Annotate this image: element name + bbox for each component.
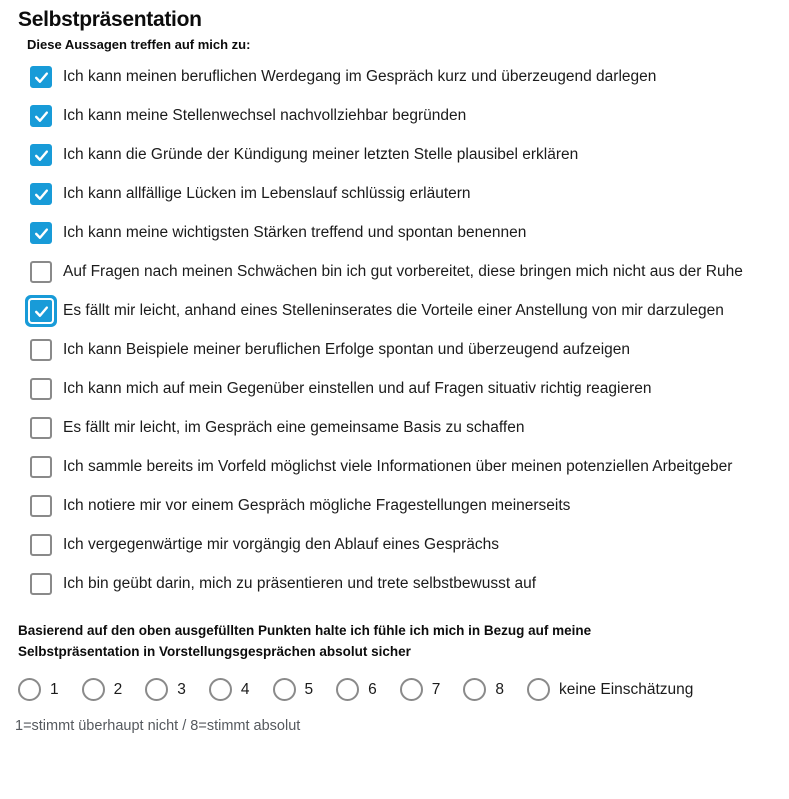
- checkbox-row: Ich bin geübt darin, mich zu präsentiere…: [30, 572, 769, 596]
- checkbox-row: Auf Fragen nach meinen Schwächen bin ich…: [30, 260, 769, 284]
- radio-label[interactable]: 4: [240, 680, 250, 698]
- checkbox-label[interactable]: Ich vergegenwärtige mir vorgängig den Ab…: [63, 536, 499, 553]
- radio-option: 8: [463, 678, 504, 701]
- radio-button[interactable]: [272, 678, 296, 701]
- check-icon: [34, 305, 48, 317]
- checkbox[interactable]: [30, 417, 52, 439]
- radio-label[interactable]: 5: [304, 680, 314, 698]
- radio-option: 3: [145, 678, 186, 701]
- checkbox-list: Ich kann meinen beruflichen Werdegang im…: [30, 65, 769, 596]
- checkbox[interactable]: [30, 183, 52, 205]
- radio-option: keine Einschätzung: [527, 678, 693, 701]
- checkbox-row: Es fällt mir leicht, anhand eines Stelle…: [30, 299, 769, 323]
- radio-button[interactable]: [18, 678, 41, 701]
- check-icon: [34, 227, 48, 239]
- checkbox-row: Ich vergegenwärtige mir vorgängig den Ab…: [30, 533, 769, 557]
- checkbox-row: Ich kann die Gründe der Kündigung meiner…: [30, 143, 769, 167]
- checkbox-label[interactable]: Ich kann Beispiele meiner beruflichen Er…: [63, 341, 630, 358]
- checkbox[interactable]: [30, 573, 52, 595]
- radio-label[interactable]: keine Einschätzung: [559, 680, 694, 698]
- radio-option: 4: [208, 678, 250, 701]
- checkbox-row: Ich kann meinen beruflichen Werdegang im…: [30, 65, 769, 89]
- radio-label[interactable]: 3: [177, 680, 186, 698]
- rating-question: Basierend auf den oben ausgefüllten Punk…: [18, 623, 592, 659]
- radio-option: 7: [399, 678, 441, 701]
- radio-label[interactable]: 8: [495, 680, 504, 698]
- checkbox-label[interactable]: Ich kann die Gründe der Kündigung meiner…: [63, 146, 579, 163]
- check-icon: [34, 149, 48, 161]
- checkbox-label[interactable]: Auf Fragen nach meinen Schwächen bin ich…: [63, 263, 743, 280]
- checkbox-row: Ich kann meine Stellenwechsel nachvollzi…: [30, 104, 769, 128]
- radio-option: 2: [81, 678, 123, 701]
- radio-option: 1: [18, 678, 59, 701]
- radio-label[interactable]: 7: [431, 680, 441, 698]
- radio-button[interactable]: [336, 678, 360, 701]
- checkbox[interactable]: [30, 300, 52, 322]
- checkbox-label[interactable]: Es fällt mir leicht, im Gespräch eine ge…: [63, 419, 525, 436]
- checkbox-row: Ich kann meine wichtigsten Stärken treff…: [30, 221, 769, 245]
- check-icon: [34, 71, 48, 83]
- checkbox[interactable]: [30, 261, 52, 283]
- checkbox[interactable]: [30, 534, 52, 556]
- radio-button[interactable]: [145, 678, 169, 701]
- checkbox[interactable]: [30, 66, 52, 88]
- rating-scale: 1 2 3 4 5 6 7 8 keine Einschätzung: [18, 678, 769, 701]
- checkbox[interactable]: [30, 456, 52, 478]
- checkbox[interactable]: [30, 495, 52, 517]
- radio-button[interactable]: [463, 678, 487, 701]
- radio-option: 6: [336, 678, 377, 701]
- checkbox-row: Ich notiere mir vor einem Gespräch mögli…: [30, 494, 769, 518]
- instruction-label: Diese Aussagen treffen auf mich zu:: [27, 37, 251, 52]
- checkbox-row: Ich sammle bereits im Vorfeld möglichst …: [30, 455, 769, 479]
- checkbox-label[interactable]: Ich kann meine Stellenwechsel nachvollzi…: [63, 107, 467, 124]
- checkbox[interactable]: [30, 378, 52, 400]
- checkbox-label[interactable]: Ich kann allfällige Lücken im Lebenslauf…: [63, 185, 471, 202]
- checkbox-row: Ich kann Beispiele meiner beruflichen Er…: [30, 338, 769, 362]
- radio-label[interactable]: 6: [368, 680, 377, 698]
- radio-button[interactable]: [208, 678, 232, 701]
- checkbox[interactable]: [30, 105, 52, 127]
- checkbox-label[interactable]: Ich kann mich auf mein Gegenüber einstel…: [63, 380, 652, 397]
- checkbox-label[interactable]: Ich kann meinen beruflichen Werdegang im…: [63, 68, 657, 85]
- radio-button[interactable]: [81, 678, 105, 701]
- checkbox-label[interactable]: Ich bin geübt darin, mich zu präsentiere…: [63, 575, 537, 592]
- checkbox-row: Es fällt mir leicht, im Gespräch eine ge…: [30, 416, 769, 440]
- radio-option: 5: [272, 678, 314, 701]
- checkbox-label[interactable]: Es fällt mir leicht, anhand eines Stelle…: [63, 302, 724, 319]
- radio-label[interactable]: 2: [113, 680, 123, 698]
- survey-form: Selbstpräsentation Diese Aussagen treffe…: [15, 8, 769, 734]
- radio-button[interactable]: [527, 678, 550, 701]
- check-icon: [34, 110, 48, 122]
- scale-legend: 1=stimmt überhaupt nicht / 8=stimmt abso…: [15, 718, 301, 734]
- checkbox[interactable]: [30, 339, 52, 361]
- checkbox-row: Ich kann allfällige Lücken im Lebenslauf…: [30, 182, 769, 206]
- checkbox-label[interactable]: Ich notiere mir vor einem Gespräch mögli…: [63, 497, 571, 514]
- checkbox-label[interactable]: Ich kann meine wichtigsten Stärken treff…: [63, 224, 527, 241]
- checkbox-label[interactable]: Ich sammle bereits im Vorfeld möglichst …: [63, 458, 733, 475]
- check-icon: [34, 188, 48, 200]
- checkbox[interactable]: [30, 144, 52, 166]
- radio-label[interactable]: 1: [50, 680, 59, 698]
- checkbox[interactable]: [30, 222, 52, 244]
- radio-button[interactable]: [399, 678, 423, 701]
- checkbox-row: Ich kann mich auf mein Gegenüber einstel…: [30, 377, 769, 401]
- page-title: Selbstpräsentation: [18, 8, 202, 31]
